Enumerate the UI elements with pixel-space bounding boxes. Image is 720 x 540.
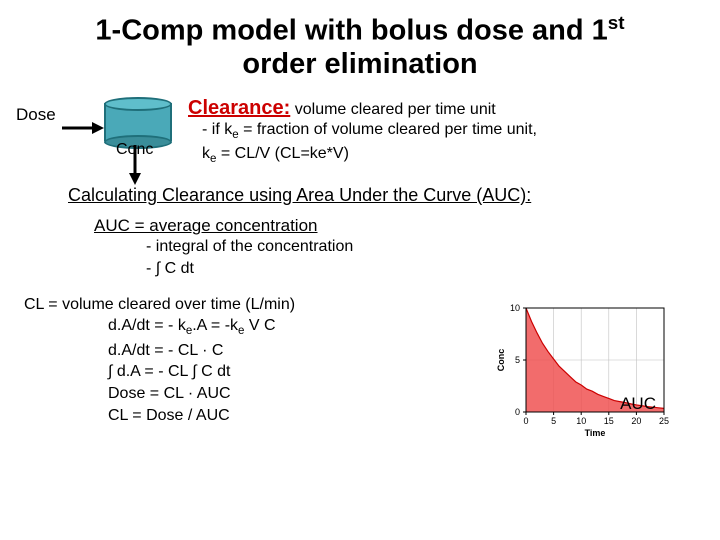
- title-sup: st: [608, 12, 625, 33]
- svg-text:20: 20: [631, 416, 641, 426]
- svg-text:Conc: Conc: [496, 349, 506, 372]
- compartment-cylinder-icon: [104, 97, 172, 147]
- svg-text:10: 10: [576, 416, 586, 426]
- arrow-in-icon: [62, 121, 104, 135]
- clearance-sub-line1: - if ke = fraction of volume cleared per…: [188, 120, 708, 143]
- svg-text:5: 5: [551, 416, 556, 426]
- svg-text:15: 15: [604, 416, 614, 426]
- txt: d.A/dt = - k: [108, 317, 186, 334]
- auc-block: AUC = average concentration - integral o…: [0, 210, 720, 279]
- svg-text:0: 0: [515, 407, 520, 417]
- auc-sub2: - ∫ C dt: [94, 258, 720, 280]
- txt: = fraction of volume cleared per time un…: [239, 121, 537, 138]
- svg-text:0: 0: [523, 416, 528, 426]
- clearance-def: volume cleared per time unit: [295, 101, 496, 118]
- svg-text:Time: Time: [585, 428, 606, 438]
- svg-text:5: 5: [515, 355, 520, 365]
- title-line1: 1-Comp model with bolus dose and 1: [95, 15, 607, 47]
- svg-text:25: 25: [659, 416, 669, 426]
- clearance-sub-line2: ke = CL/V (CL=ke*V): [188, 144, 708, 167]
- auc-sub1: - integral of the concentration: [94, 236, 720, 258]
- auc-chart-svg: 0 5 10 15 20 25 0 5 10 Time Conc: [492, 300, 674, 440]
- auc-heading: AUC = average concentration: [94, 216, 720, 236]
- txt: = CL/V (CL=ke*V): [216, 145, 349, 162]
- diagram-row: Dose Conc Clearance: volume cleared per …: [0, 89, 720, 175]
- dose-label: Dose: [16, 105, 56, 125]
- svg-text:10: 10: [510, 303, 520, 313]
- slide-title: 1-Comp model with bolus dose and 1st ord…: [0, 0, 720, 87]
- auc-chart-label: AUC: [620, 394, 656, 414]
- txt: .A = -k: [192, 317, 238, 334]
- txt: - if k: [202, 121, 232, 138]
- clearance-heading: Clearance:: [188, 97, 290, 119]
- clearance-block: Clearance: volume cleared per time unit …: [188, 97, 708, 166]
- txt: k: [202, 145, 210, 162]
- txt: V C: [244, 317, 275, 334]
- title-line2: order elimination: [242, 48, 477, 80]
- calc-heading: Calculating Clearance using Area Under t…: [0, 175, 720, 210]
- auc-chart: 0 5 10 15 20 25 0 5 10 Time Conc: [492, 300, 674, 440]
- conc-label: Conc: [116, 141, 153, 159]
